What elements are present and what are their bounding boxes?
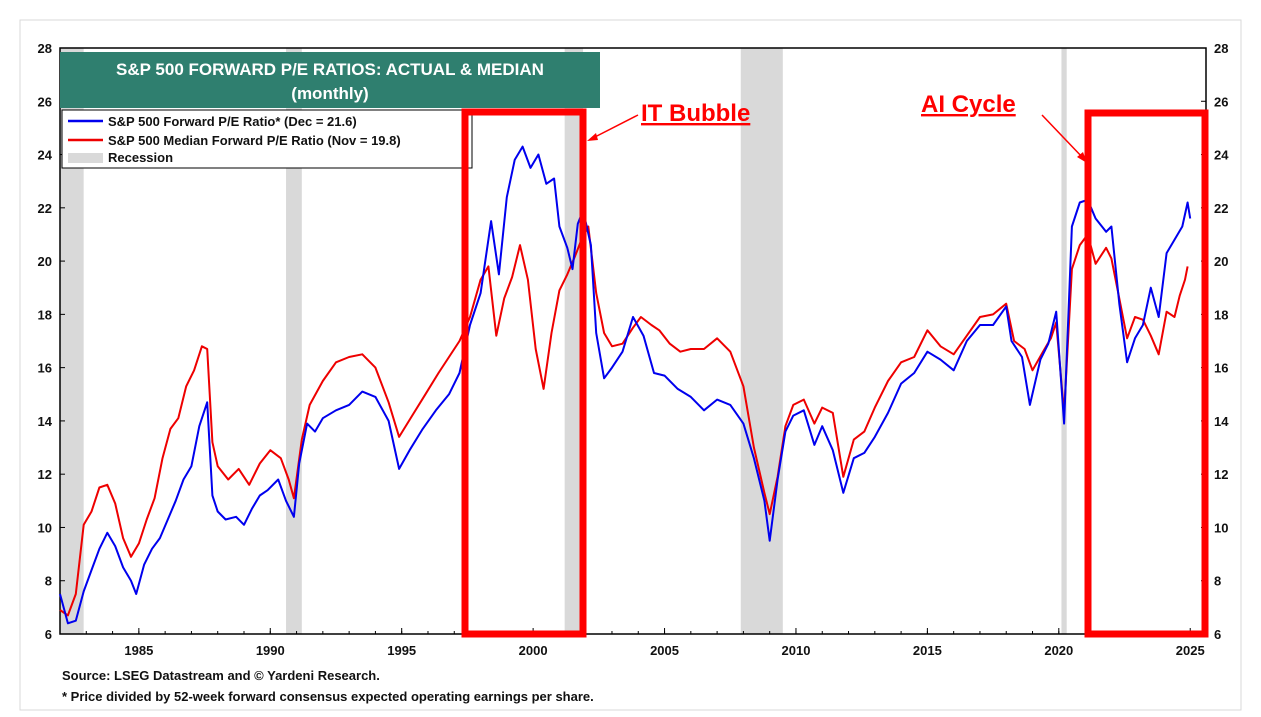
x-tick-label-3: 2000 <box>519 643 548 658</box>
it-bubble-box <box>461 108 587 638</box>
legend-label-median: S&P 500 Median Forward P/E Ratio (Nov = … <box>108 133 401 148</box>
series-median-pe-line <box>59 225 1189 617</box>
title-box <box>60 52 600 108</box>
y-tick-label-left-1: 8 <box>45 574 52 589</box>
y-tick-label-left-10: 26 <box>38 94 52 109</box>
source-note: Source: LSEG Datastream and © Yardeni Re… <box>62 668 380 683</box>
chart-subtitle: (monthly) <box>291 84 368 103</box>
legend: S&P 500 Forward P/E Ratio* (Dec = 21.6) … <box>61 109 473 169</box>
y-tick-label-left-4: 14 <box>38 414 53 429</box>
legend-label-recession: Recession <box>108 150 173 165</box>
recession-band-2 <box>564 48 584 634</box>
y-tick-label-right-5: 16 <box>1214 361 1228 376</box>
arrowhead-ai-cycle <box>1077 152 1087 163</box>
legend-label-forward: S&P 500 Forward P/E Ratio* (Dec = 21.6) <box>108 114 357 129</box>
y-tick-label-right-8: 22 <box>1214 201 1228 216</box>
recession-band-4 <box>1061 48 1067 634</box>
y-tick-label-right-3: 12 <box>1214 467 1228 482</box>
legend-swatch-recession <box>68 153 103 163</box>
x-tick-label-0: 1985 <box>124 643 153 658</box>
y-tick-label-right-9: 24 <box>1214 148 1229 163</box>
y-tick-label-left-5: 16 <box>38 361 52 376</box>
y-tick-label-left-8: 22 <box>38 201 52 216</box>
y-tick-label-right-0: 6 <box>1214 627 1221 642</box>
recession-band-3 <box>740 48 783 634</box>
series-lines <box>59 145 1192 625</box>
recession-bands <box>60 48 1067 634</box>
ai-cycle-box <box>1084 109 1209 638</box>
legend-box <box>61 109 473 169</box>
series-forward-pe-line <box>59 145 1192 625</box>
arrow-ai-cycle <box>1041 114 1085 160</box>
y-tick-label-right-11: 28 <box>1214 41 1228 56</box>
x-tick-label-8: 2025 <box>1176 643 1205 658</box>
y-tick-label-right-4: 14 <box>1214 414 1229 429</box>
arrow-it-bubble <box>590 114 639 140</box>
x-tick-label-5: 2010 <box>782 643 811 658</box>
footnote: * Price divided by 52-week forward conse… <box>62 689 594 704</box>
x-tick-label-4: 2005 <box>650 643 679 658</box>
y-tick-label-right-10: 26 <box>1214 94 1228 109</box>
annotation-it-bubble: IT Bubble <box>641 100 750 127</box>
y-tick-label-right-1: 8 <box>1214 574 1221 589</box>
recession-band-0 <box>60 48 84 634</box>
chart-title: S&P 500 FORWARD P/E RATIOS: ACTUAL & MED… <box>116 60 544 79</box>
y-tick-label-left-6: 18 <box>38 307 52 322</box>
annotation-ai-cycle: AI Cycle <box>921 91 1016 118</box>
y-tick-label-left-9: 24 <box>38 148 53 163</box>
y-tick-label-left-3: 12 <box>38 467 52 482</box>
y-tick-label-left-0: 6 <box>45 627 52 642</box>
y-tick-label-right-7: 20 <box>1214 254 1228 269</box>
y-tick-label-left-7: 20 <box>38 254 52 269</box>
x-tick-label-1: 1990 <box>256 643 285 658</box>
x-tick-label-7: 2020 <box>1044 643 1073 658</box>
y-tick-label-left-2: 10 <box>38 520 52 535</box>
y-tick-label-right-6: 18 <box>1214 307 1228 322</box>
arrowhead-it-bubble <box>587 133 598 141</box>
x-tick-label-6: 2015 <box>913 643 942 658</box>
y-tick-label-left-11: 28 <box>38 41 52 56</box>
y-tick-label-right-2: 10 <box>1214 520 1228 535</box>
x-tick-label-2: 1995 <box>387 643 416 658</box>
